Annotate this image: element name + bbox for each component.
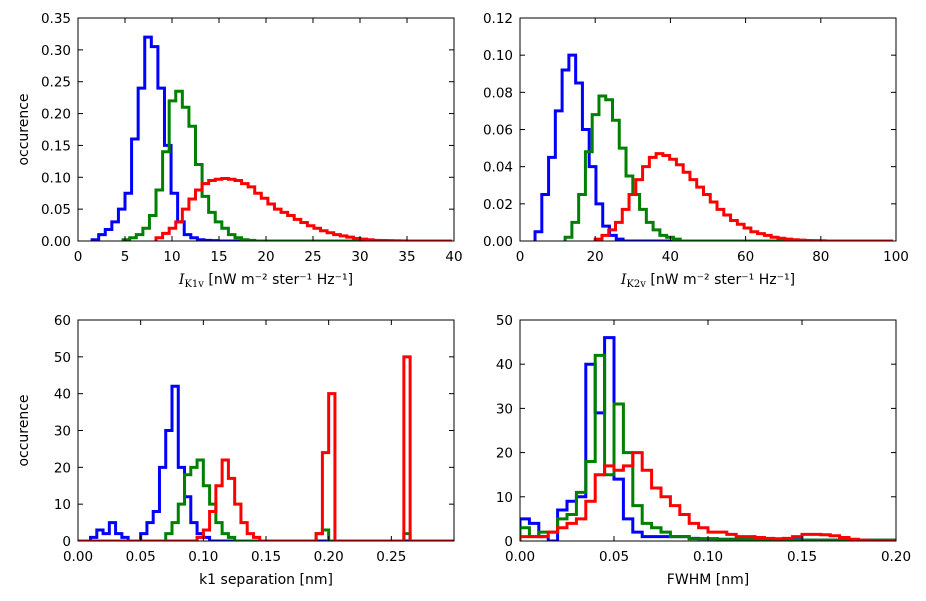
x-tick-label: 0.10 bbox=[693, 549, 723, 565]
y-tick-label: 0.20 bbox=[41, 107, 71, 123]
x-tick-label: 10 bbox=[163, 249, 180, 265]
y-tick-label: 0.10 bbox=[483, 48, 513, 64]
x-tick-label: 0.25 bbox=[376, 549, 406, 565]
y-tick-label: 10 bbox=[54, 497, 71, 513]
x-tick-label: 0.20 bbox=[314, 549, 344, 565]
y-tick-label: 0.30 bbox=[41, 43, 71, 59]
x-tick-label: 25 bbox=[304, 249, 321, 265]
series-green bbox=[121, 89, 439, 241]
x-tick-label: 15 bbox=[210, 249, 227, 265]
y-tick-label: 0.08 bbox=[483, 85, 513, 101]
x-tick-label: 60 bbox=[737, 249, 754, 265]
series-green bbox=[563, 94, 884, 241]
y-tick-label: 0.35 bbox=[41, 11, 71, 27]
x-tick-label: 40 bbox=[445, 249, 462, 265]
axes-frame bbox=[519, 17, 897, 242]
y-axis-label: occurence bbox=[16, 394, 32, 466]
axes-frame bbox=[77, 17, 455, 242]
y-tick-label: 0.04 bbox=[483, 160, 513, 176]
series-green bbox=[78, 458, 454, 541]
x-axis-label: k1 separation [nm] bbox=[199, 572, 333, 588]
y-tick-label: 0.06 bbox=[483, 123, 513, 139]
x-tick-label: 0.15 bbox=[787, 549, 817, 565]
y-tick-label: 0 bbox=[504, 534, 513, 550]
series-green bbox=[520, 353, 896, 541]
x-tick-label: 0.00 bbox=[505, 549, 535, 565]
x-tick-label: 0.15 bbox=[251, 549, 281, 565]
panel-bottom-left: 0.00 0.05 0.10 0.15 0.20 0.25 0 10 20 30 40 50 60 k1 … bbox=[16, 313, 455, 588]
y-tick-label: 0 bbox=[62, 534, 71, 550]
x-tick-label: 5 bbox=[121, 249, 130, 265]
x-tick-label: 0 bbox=[74, 249, 83, 265]
y-tick-label: 60 bbox=[54, 313, 71, 329]
panel-bottom-right: 0.00 0.05 0.10 0.15 0.20 0 10 20 30 40 50 FWHM [nm] bbox=[496, 313, 911, 588]
y-tick-label: 0.02 bbox=[483, 197, 513, 213]
series-blue bbox=[533, 53, 887, 241]
series-blue bbox=[90, 35, 441, 241]
x-axis-label: IK1v [nW m⁻² ster⁻¹ Hz⁻¹] bbox=[178, 272, 353, 290]
y-tick-label: 0.00 bbox=[41, 234, 71, 250]
series-blue bbox=[78, 384, 454, 541]
x-tick-label: 0.20 bbox=[881, 549, 911, 565]
x-tick-label: 40 bbox=[662, 249, 679, 265]
y-tick-label: 0.12 bbox=[483, 11, 513, 27]
y-tick-label: 30 bbox=[54, 424, 71, 440]
panel-top-left: 0 5 10 15 20 25 30 35 40 0.00 0.05 0.10 0.15 0.20 0.25… bbox=[16, 11, 463, 290]
x-axis-label: IK2v [nW m⁻² ster⁻¹ Hz⁻¹] bbox=[620, 272, 795, 290]
axes-frame bbox=[77, 319, 455, 542]
series-red bbox=[154, 177, 453, 241]
x-tick-label: 0.05 bbox=[126, 549, 156, 565]
panel-top-right: 0 20 40 60 80 100 0.00 0.02 0.04 0.06 0.08 0.10 0.12… bbox=[483, 11, 909, 290]
series-red bbox=[520, 451, 896, 541]
y-tick-label: 50 bbox=[54, 350, 71, 366]
x-tick-label: 0.05 bbox=[599, 549, 629, 565]
y-tick-label: 20 bbox=[54, 460, 71, 476]
y-tick-label: 40 bbox=[496, 357, 513, 373]
x-tick-label: 0.10 bbox=[188, 549, 218, 565]
x-axis-label: FWHM [nm] bbox=[667, 572, 749, 588]
y-tick-label: 50 bbox=[496, 313, 513, 329]
y-axis-label: occurence bbox=[16, 93, 32, 165]
x-tick-label: 30 bbox=[351, 249, 368, 265]
x-tick-label: 20 bbox=[257, 249, 274, 265]
y-tick-label: 30 bbox=[496, 401, 513, 417]
x-tick-label: 35 bbox=[398, 249, 415, 265]
x-tick-label: 20 bbox=[587, 249, 604, 265]
y-tick-label: 0.00 bbox=[483, 234, 513, 250]
x-tick-label: 0.00 bbox=[63, 549, 93, 565]
y-tick-label: 0.25 bbox=[41, 75, 71, 91]
y-tick-label: 20 bbox=[496, 446, 513, 462]
y-tick-label: 40 bbox=[54, 387, 71, 403]
series-red bbox=[78, 355, 454, 541]
y-tick-label: 0.15 bbox=[41, 138, 71, 154]
y-tick-label: 0.10 bbox=[41, 170, 71, 186]
y-tick-label: 10 bbox=[496, 490, 513, 506]
y-tick-label: 0.05 bbox=[41, 202, 71, 218]
x-tick-label: 0 bbox=[516, 249, 525, 265]
x-tick-label: 80 bbox=[812, 249, 829, 265]
x-tick-label: 100 bbox=[883, 249, 909, 265]
